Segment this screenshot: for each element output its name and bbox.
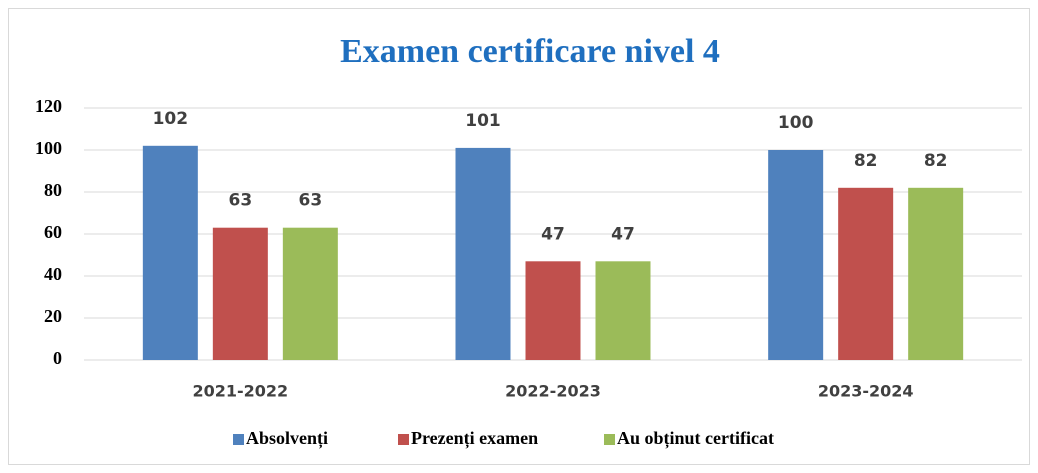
bar xyxy=(838,187,894,360)
x-tick-label: 2023-2024 xyxy=(818,382,914,401)
legend-swatch xyxy=(398,434,409,445)
legend-swatch xyxy=(604,434,615,445)
bar xyxy=(525,261,581,360)
bar xyxy=(282,227,338,360)
y-tick-label: 40 xyxy=(44,264,62,284)
x-tick-label: 2021-2022 xyxy=(192,382,288,401)
value-label: 101 xyxy=(465,111,501,131)
bar xyxy=(455,147,511,360)
y-tick-label: 60 xyxy=(44,222,62,242)
legend-swatch xyxy=(233,434,244,445)
y-tick-label: 120 xyxy=(35,96,62,116)
x-tick-label: 2022-2023 xyxy=(505,382,601,401)
bar xyxy=(142,145,198,360)
bar xyxy=(908,187,964,360)
value-label: 82 xyxy=(924,151,948,171)
y-tick-label: 80 xyxy=(44,180,62,200)
y-tick-label: 100 xyxy=(35,138,62,158)
value-label: 100 xyxy=(778,113,814,133)
value-label: 82 xyxy=(854,151,878,171)
value-label: 47 xyxy=(541,224,565,244)
legend-label: Absolvenți xyxy=(246,428,328,449)
value-label: 47 xyxy=(611,224,635,244)
bar xyxy=(212,227,268,360)
y-tick-label: 20 xyxy=(44,306,62,326)
legend-label: Au obținut certificat xyxy=(617,428,774,449)
y-tick-label: 0 xyxy=(53,348,62,368)
bar xyxy=(768,150,824,360)
value-label: 102 xyxy=(153,109,189,129)
chart-title: Examen certificare nivel 4 xyxy=(340,33,720,70)
bar xyxy=(595,261,651,360)
value-label: 63 xyxy=(228,191,252,211)
value-label: 63 xyxy=(298,191,322,211)
legend-label: Prezenți examen xyxy=(411,428,538,449)
